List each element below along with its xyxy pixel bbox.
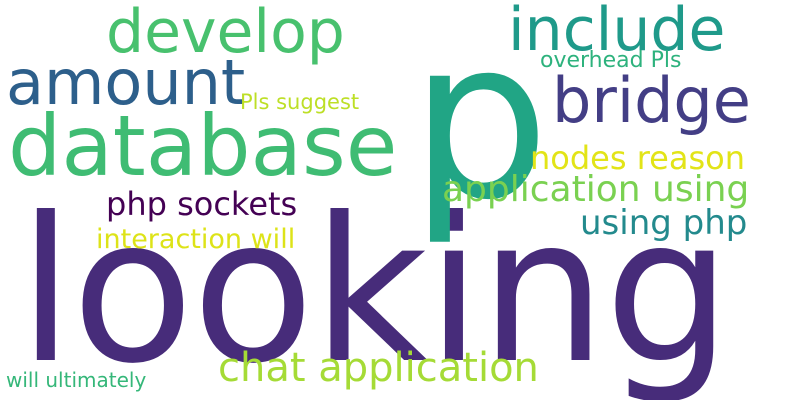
word-will-ultimately: will ultimately xyxy=(6,368,147,392)
word-p: p xyxy=(410,0,550,248)
word-database: database xyxy=(8,97,398,195)
word-nodes-reason: nodes reason xyxy=(530,139,745,177)
word-php-sockets: php sockets xyxy=(106,185,298,223)
word-chat-application: chat application xyxy=(218,345,539,391)
word-bridge: bridge xyxy=(552,64,751,137)
word-pls-suggest: Pls suggest xyxy=(240,90,360,114)
word-include: include xyxy=(508,0,726,65)
word-application-using: application using xyxy=(442,169,750,210)
word-interaction-will: interaction will xyxy=(96,224,296,255)
word-develop: develop xyxy=(106,0,345,67)
word-overhead-pls: overhead Pls xyxy=(540,48,682,73)
word-using-php: using php xyxy=(580,203,748,243)
word-looking: looking xyxy=(18,175,731,400)
word-amount: amount xyxy=(6,46,246,119)
